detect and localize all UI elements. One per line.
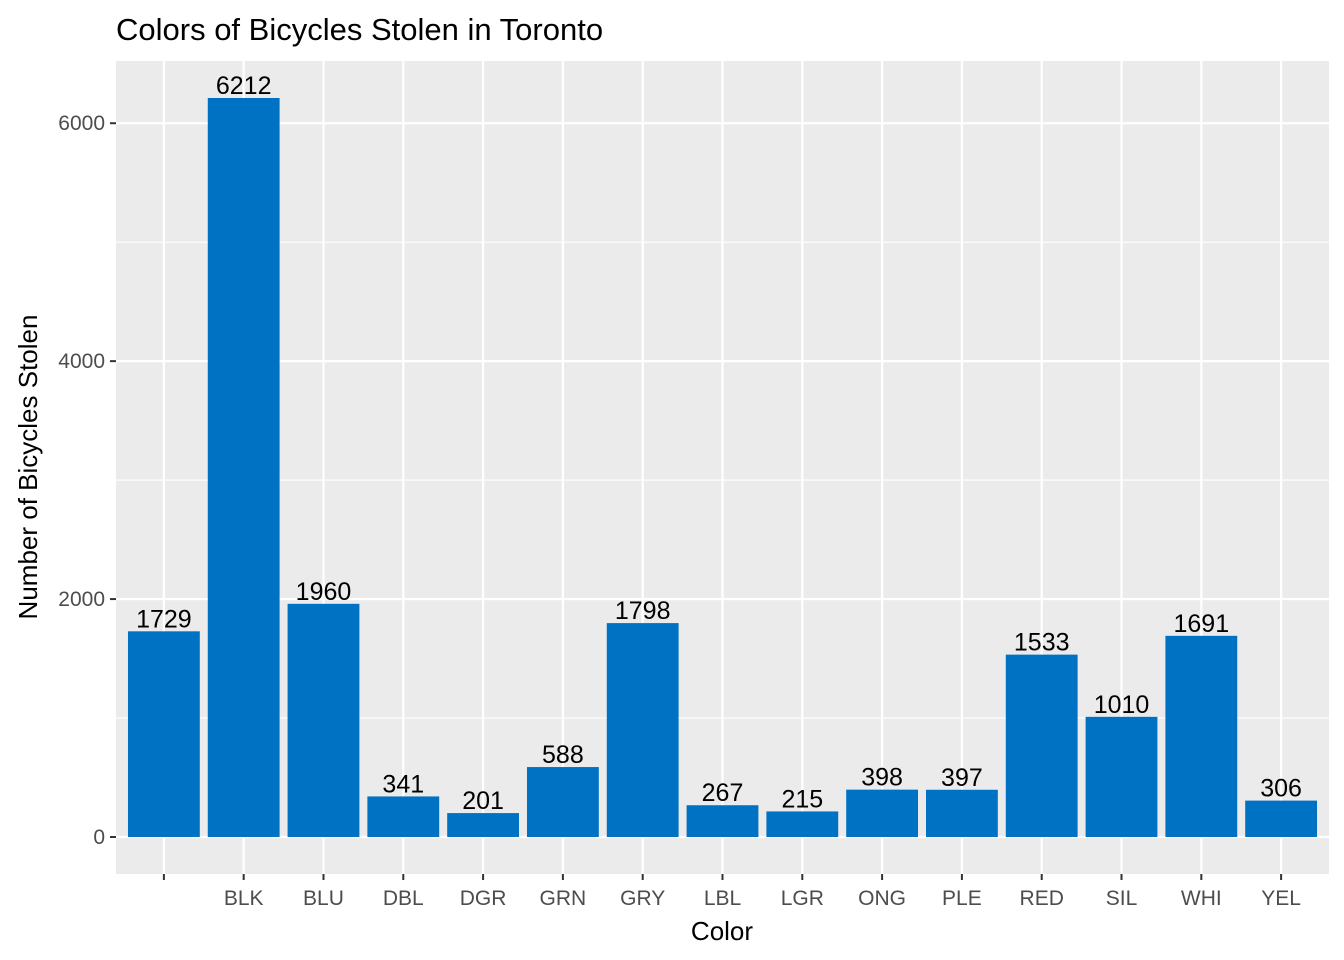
x-tick-label: LGR	[781, 887, 824, 910]
bar	[1005, 654, 1078, 838]
x-tick-label: BLU	[303, 887, 344, 910]
bar	[606, 623, 679, 838]
y-tick-label: 2000	[58, 588, 105, 611]
bar	[287, 603, 360, 838]
data-label: 1798	[615, 597, 671, 625]
data-label: 306	[1260, 775, 1302, 803]
bar	[207, 97, 280, 838]
x-axis: BLK BLU DBL DGR GRN GRY LBL LGR ONG PLE RED SIL WHI Y…	[162, 874, 1301, 910]
chart-title: Colors of Bicycles Stolen in Toronto	[116, 12, 603, 47]
x-tick-label: GRY	[620, 887, 665, 910]
x-tick-label: ONG	[858, 887, 906, 910]
data-label: 1691	[1174, 610, 1230, 638]
data-label: 397	[941, 764, 983, 792]
x-tick-label: WHI	[1181, 887, 1222, 910]
y-tick-label: 0	[93, 826, 105, 849]
bar	[766, 811, 839, 838]
data-label: 6212	[216, 72, 272, 100]
bar	[127, 631, 200, 838]
bar	[526, 767, 599, 838]
x-tick-label: GRN	[540, 887, 587, 910]
x-tick-label: YEL	[1261, 887, 1301, 910]
bar	[367, 796, 440, 838]
bar	[925, 789, 998, 838]
x-axis-title: Color	[691, 916, 753, 946]
data-label: 1010	[1094, 691, 1150, 719]
data-label: 1729	[136, 605, 192, 633]
x-tick-label: BLK	[224, 887, 264, 910]
x-tick-label: SIL	[1106, 887, 1138, 910]
data-label: 1533	[1014, 629, 1070, 657]
bar	[1245, 800, 1318, 838]
x-tick-label: DBL	[383, 887, 424, 910]
bar	[686, 805, 759, 838]
data-label: 1960	[296, 578, 352, 606]
data-labels: 1729 6212 1960 341 201 588 1798 267 215 398 397 153…	[136, 72, 1302, 815]
y-tick-label: 4000	[58, 350, 105, 373]
data-label: 267	[702, 779, 744, 807]
bar	[447, 813, 520, 838]
data-label: 588	[542, 741, 584, 769]
bar	[1165, 635, 1238, 838]
y-tick-label: 6000	[58, 112, 105, 135]
x-tick-label: RED	[1020, 887, 1064, 910]
bar	[1085, 716, 1158, 838]
bar	[846, 789, 919, 838]
data-label: 201	[462, 787, 504, 815]
x-tick-label: DGR	[460, 887, 507, 910]
y-axis-title: Number of Bicycles Stolen	[13, 315, 43, 620]
data-label: 341	[382, 770, 424, 798]
data-label: 398	[861, 764, 903, 792]
x-tick-label: LBL	[704, 887, 741, 910]
data-label: 215	[781, 785, 823, 813]
bars	[127, 97, 1318, 838]
x-tick-label: PLE	[942, 887, 982, 910]
y-axis: 0 2000 4000 6000	[58, 112, 116, 849]
